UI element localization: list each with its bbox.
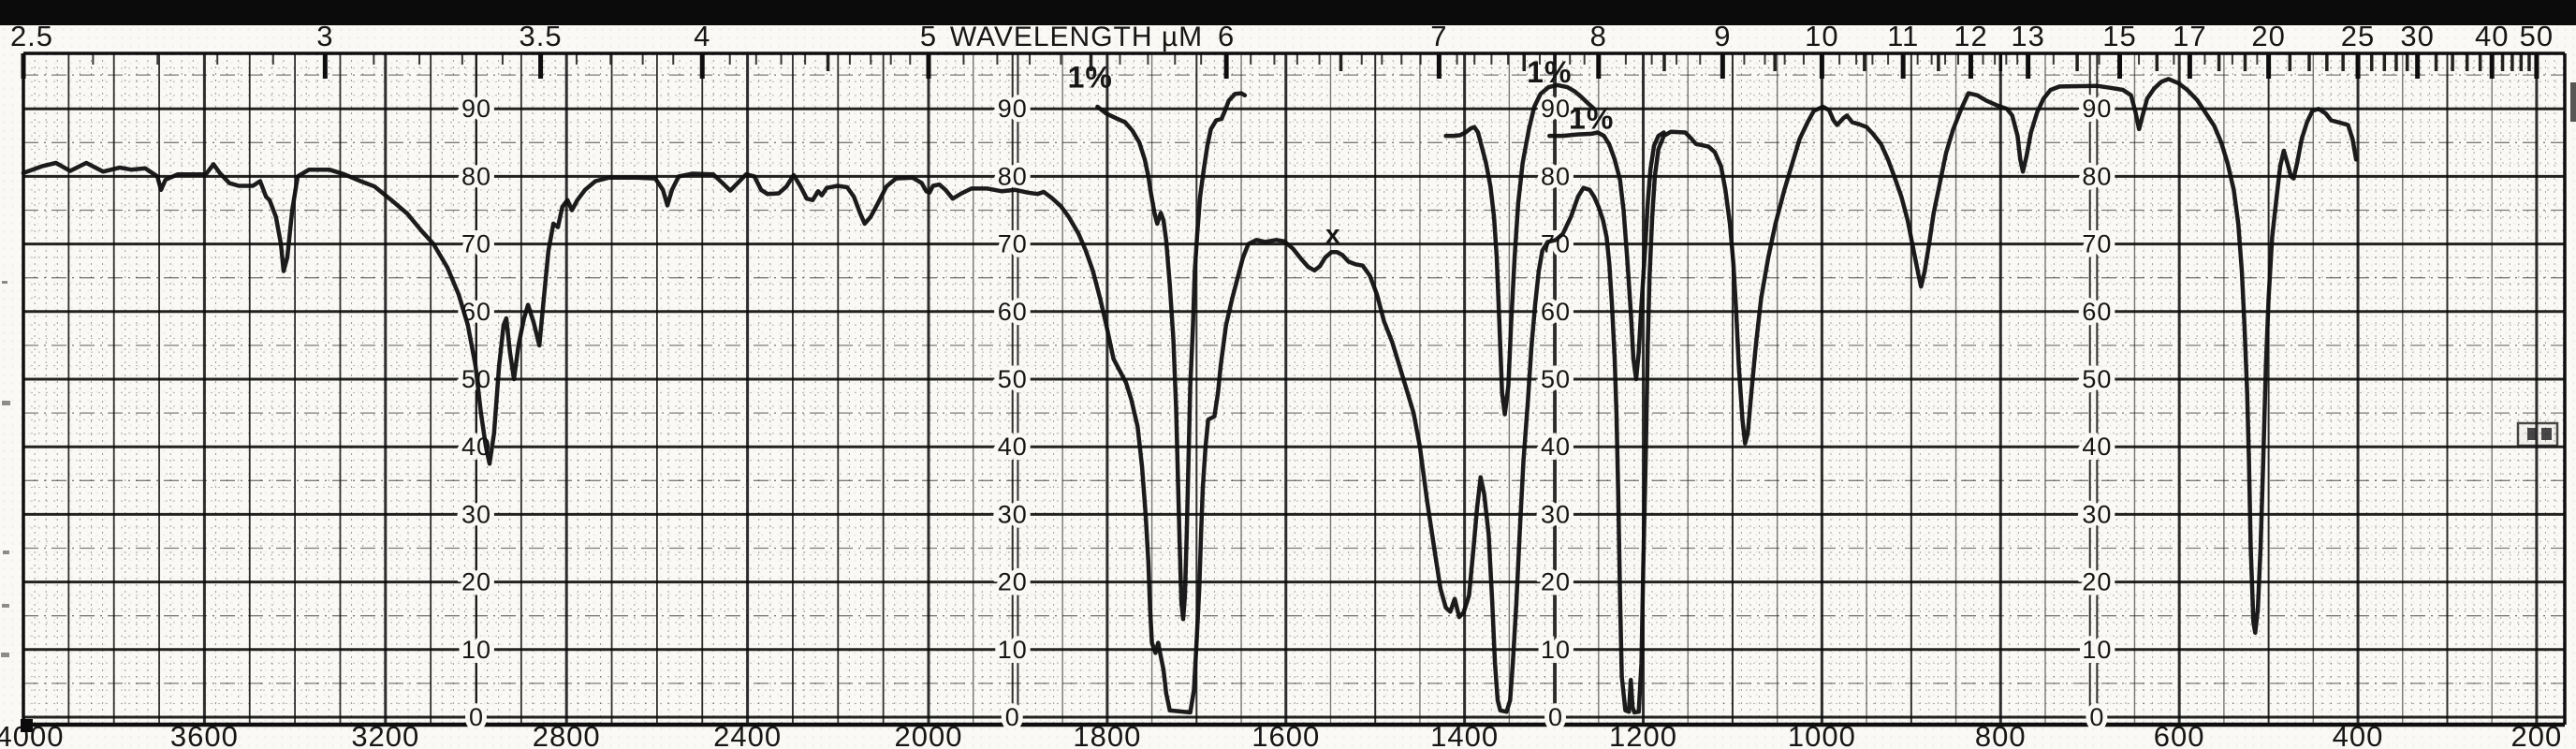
svg-text:90: 90 <box>1541 95 1571 123</box>
svg-text:50: 50 <box>2520 20 2554 52</box>
svg-text:2800: 2800 <box>533 720 601 749</box>
svg-text:4: 4 <box>694 20 710 52</box>
svg-text:40: 40 <box>1541 433 1571 461</box>
svg-text:WAVELENGTH µM: WAVELENGTH µM <box>950 22 1203 52</box>
wavelength-tick-labels: 2.5 3 3.5 4 5 6 7 8 9 10 11 12 13 15 17 20 25 30 40 50 <box>10 20 2554 52</box>
svg-text:800: 800 <box>1975 720 2027 749</box>
svg-text:30: 30 <box>1541 500 1571 528</box>
annotation-1pct: 1% <box>1569 101 1614 135</box>
svg-text:90: 90 <box>461 95 491 123</box>
stamp-mark <box>2516 421 2559 448</box>
svg-text:40: 40 <box>2082 433 2112 461</box>
grid <box>22 53 2565 725</box>
sample-1-percent-a-trace <box>1095 91 1248 622</box>
transmittance-label-columns: 9080706050403020100908070605040302010090… <box>457 53 2115 736</box>
svg-text:80: 80 <box>461 162 491 190</box>
svg-text:3600: 3600 <box>170 720 239 749</box>
svg-text:0: 0 <box>469 703 484 731</box>
svg-text:40: 40 <box>2475 20 2509 52</box>
svg-text:0: 0 <box>2089 703 2104 731</box>
svg-text:50: 50 <box>998 365 1028 393</box>
svg-text:1600: 1600 <box>1251 720 1320 749</box>
svg-text:8: 8 <box>1590 20 1607 52</box>
svg-text:400: 400 <box>2333 720 2384 749</box>
svg-text:0: 0 <box>1005 703 1020 731</box>
svg-text:90: 90 <box>2082 95 2112 123</box>
svg-text:50: 50 <box>2082 365 2112 393</box>
svg-text:10: 10 <box>1805 20 1838 52</box>
svg-text:3200: 3200 <box>351 720 419 749</box>
svg-text:40: 40 <box>998 433 1028 461</box>
svg-text:10: 10 <box>461 636 491 664</box>
svg-text:13: 13 <box>2011 20 2044 52</box>
svg-text:10: 10 <box>1541 636 1571 664</box>
svg-text:1000: 1000 <box>1788 720 1856 749</box>
svg-text:20: 20 <box>1541 568 1571 596</box>
svg-text:3: 3 <box>316 20 333 52</box>
wavenumber-tick-labels: 4000 3600 3200 2800 2400 2000 1800 1600 1400 1200… <box>0 720 2563 749</box>
svg-text:30: 30 <box>2400 20 2434 52</box>
plot-border <box>22 51 2567 727</box>
svg-text:20: 20 <box>2251 20 2285 52</box>
svg-text:20: 20 <box>461 568 491 596</box>
svg-text:90: 90 <box>998 95 1028 123</box>
svg-text:2.5: 2.5 <box>10 20 53 52</box>
svg-text:7: 7 <box>1430 20 1447 52</box>
scan-edge-bar <box>0 0 2576 25</box>
annotation-1pct: 1% <box>1068 60 1113 94</box>
annotation-1pct: 1% <box>1527 55 1572 89</box>
svg-text:0: 0 <box>1548 703 1563 731</box>
svg-text:20: 20 <box>2082 568 2112 596</box>
svg-text:80: 80 <box>998 162 1028 190</box>
svg-text:60: 60 <box>2082 298 2112 326</box>
svg-text:80: 80 <box>1541 162 1571 190</box>
svg-text:60: 60 <box>998 298 1028 326</box>
svg-text:200: 200 <box>2511 720 2563 749</box>
svg-text:30: 30 <box>2082 500 2112 528</box>
wavelength-ruler <box>21 53 2539 79</box>
sample-trace <box>21 77 2359 715</box>
svg-text:80: 80 <box>2082 162 2112 190</box>
svg-text:12: 12 <box>1954 20 1987 52</box>
svg-text:50: 50 <box>1541 365 1571 393</box>
svg-text:1200: 1200 <box>1609 720 1677 749</box>
svg-text:2000: 2000 <box>895 720 963 749</box>
svg-text:17: 17 <box>2173 20 2206 52</box>
svg-text:10: 10 <box>998 636 1028 664</box>
svg-text:25: 25 <box>2341 20 2375 52</box>
svg-text:11: 11 <box>1887 20 1919 52</box>
svg-text:1800: 1800 <box>1073 720 1141 749</box>
sample-1-percent-c-trace <box>1547 130 1666 382</box>
svg-text:6: 6 <box>1218 20 1235 52</box>
svg-text:1400: 1400 <box>1430 720 1499 749</box>
svg-text:600: 600 <box>2154 720 2205 749</box>
svg-text:20: 20 <box>998 568 1028 596</box>
svg-text:30: 30 <box>461 500 491 528</box>
svg-text:2400: 2400 <box>713 720 782 749</box>
svg-text:70: 70 <box>2082 230 2112 258</box>
svg-text:70: 70 <box>998 230 1028 258</box>
annotation-x: x <box>1325 219 1341 248</box>
svg-text:9: 9 <box>1714 20 1731 52</box>
top-axis-title: WAVELENGTH µM <box>950 22 1203 52</box>
svg-text:30: 30 <box>998 500 1028 528</box>
spectrum-traces <box>21 77 2359 715</box>
svg-text:5: 5 <box>920 20 937 52</box>
annotations: 1% x 1% 1% <box>1068 55 1614 248</box>
sample-1-percent-b-trace <box>1443 82 1597 417</box>
svg-text:70: 70 <box>461 230 491 258</box>
svg-text:60: 60 <box>1541 298 1571 326</box>
svg-text:10: 10 <box>2082 636 2112 664</box>
margin-artifacts <box>1 82 2576 732</box>
svg-text:3.5: 3.5 <box>520 20 563 52</box>
svg-text:15: 15 <box>2102 20 2136 52</box>
